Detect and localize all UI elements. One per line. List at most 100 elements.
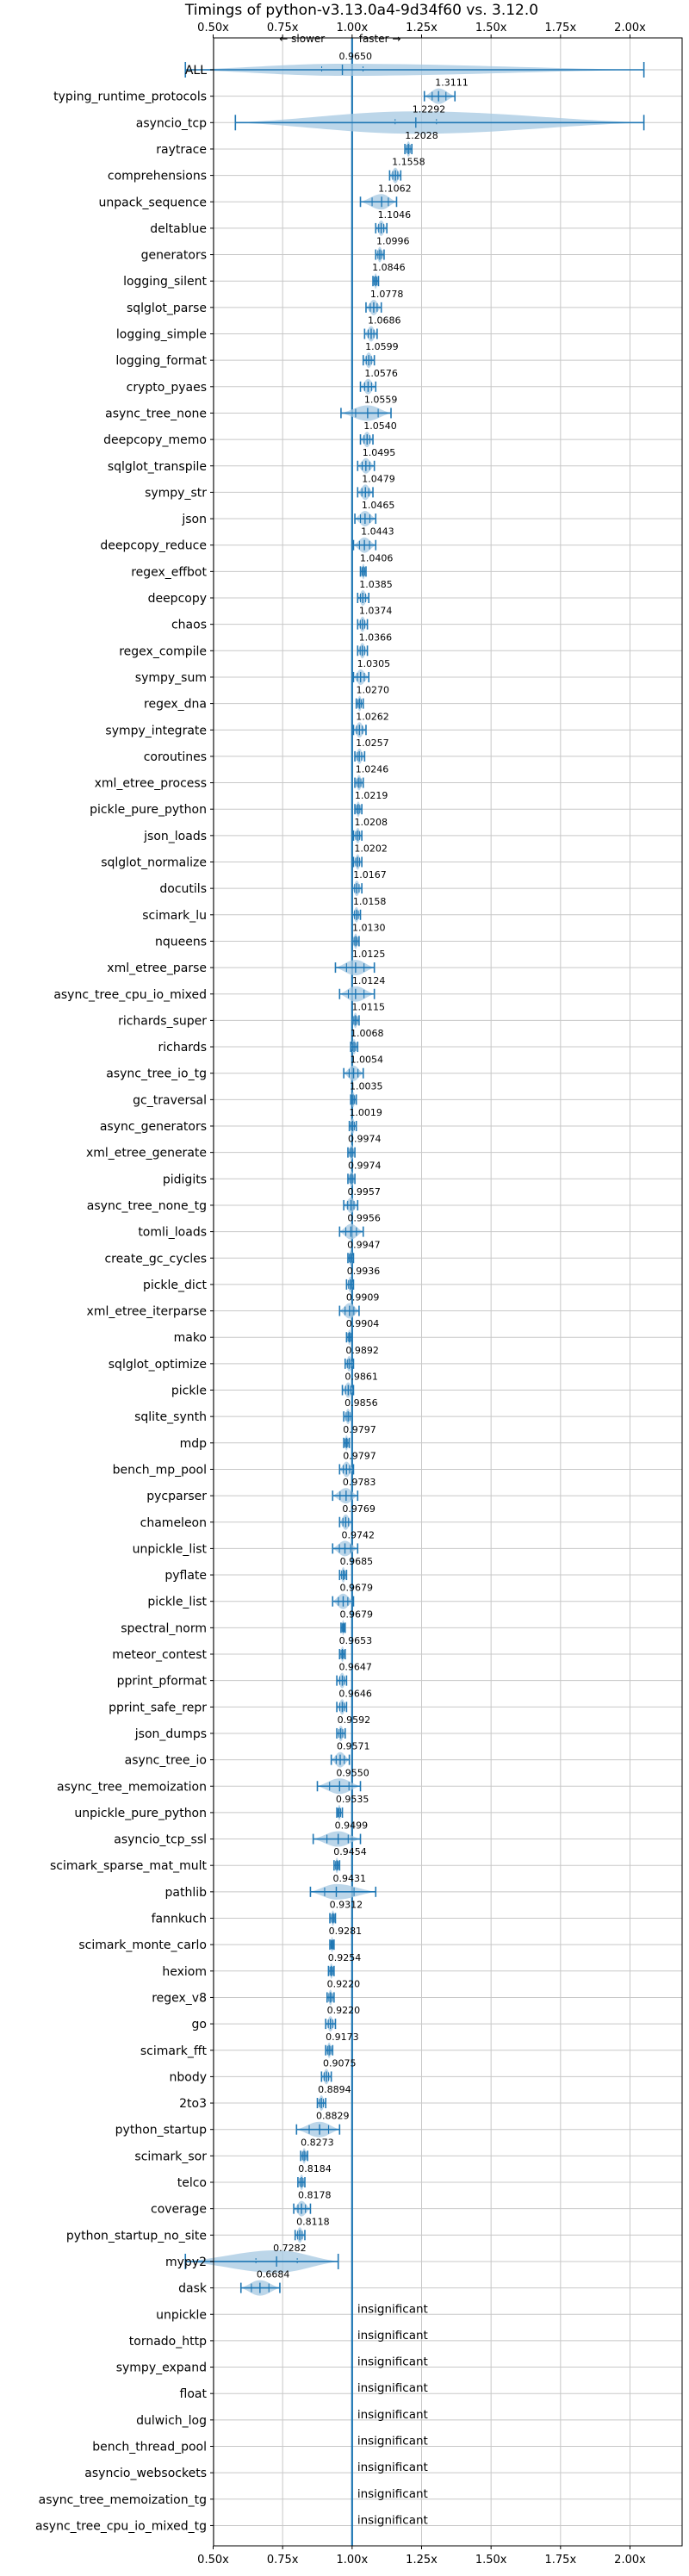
value-label: 0.9974 <box>348 1160 382 1171</box>
value-label: 0.8178 <box>298 2190 332 2201</box>
benchmark-label: async_tree_memoization <box>57 1780 207 1794</box>
benchmark-label: pidigits <box>163 1173 207 1186</box>
benchmark-label: python_startup <box>115 2124 207 2137</box>
value-label: 1.0374 <box>359 606 393 617</box>
benchmark-label: scimark_monte_carlo <box>78 1938 207 1952</box>
benchmark-label: dulwich_log <box>136 2414 207 2428</box>
benchmark-label: bench_thread_pool <box>92 2441 207 2455</box>
value-label: 1.0068 <box>351 1028 384 1039</box>
value-label: 1.0366 <box>359 632 393 643</box>
value-label: 0.9956 <box>347 1213 381 1224</box>
value-label: 0.9220 <box>327 1978 361 1989</box>
value-label: 0.9075 <box>323 2057 357 2069</box>
benchmark-label: chameleon <box>140 1516 207 1530</box>
value-label: 0.9769 <box>342 1503 376 1515</box>
benchmark-label: xml_etree_generate <box>86 1147 207 1160</box>
x-tick-label-bottom: 1.75x <box>545 2554 577 2567</box>
benchmark-label: sqlglot_transpile <box>108 460 207 474</box>
benchmark-label: sqlglot_parse <box>127 302 207 315</box>
value-label: 0.9861 <box>344 1372 378 1383</box>
benchmark-label: sympy_integrate <box>105 724 207 737</box>
benchmark-label: crypto_pyaes <box>127 381 207 395</box>
benchmark-label: telco <box>177 2176 207 2190</box>
value-label: 0.8184 <box>298 2163 332 2175</box>
grid-layer <box>213 38 682 2546</box>
benchmark-label: docutils <box>159 882 207 896</box>
benchmark-label: scimark_lu <box>142 909 207 923</box>
benchmark-label: pyflate <box>164 1569 207 1583</box>
value-label: 1.1558 <box>392 157 425 168</box>
value-label: 1.0115 <box>352 1001 386 1012</box>
benchmark-label: nbody <box>170 2070 208 2084</box>
benchmark-label: typing_runtime_protocols <box>53 90 207 104</box>
benchmark-label: async_tree_io_tg <box>106 1067 207 1081</box>
value-label: 1.0465 <box>362 500 395 511</box>
x-tick-label-top: 1.25x <box>406 22 438 34</box>
benchmark-label: unpack_sequence <box>99 196 207 209</box>
benchmark-label: unpickle <box>156 2308 207 2322</box>
benchmark-label: richards <box>158 1041 208 1055</box>
x-tick-label-top: 1.00x <box>337 22 369 34</box>
benchmark-label: json <box>181 513 207 526</box>
value-label: 1.0262 <box>356 711 389 722</box>
axis-layer: 0.50x 0.50x 0.75x 0.75x 1.00x 1.00x 1.25x 1.25x… <box>197 22 683 2567</box>
value-label: 0.9685 <box>340 1556 374 1567</box>
value-label: 1.2292 <box>413 103 446 115</box>
value-label: 1.0540 <box>363 420 397 432</box>
benchmark-label: regex_compile <box>119 644 207 658</box>
benchmark-label: pycparser <box>146 1490 207 1503</box>
value-label: 0.9592 <box>338 1714 371 1726</box>
value-label: 1.0246 <box>356 764 389 775</box>
insignificant-label: insignificant <box>357 2355 428 2369</box>
value-label: 0.9173 <box>326 2032 359 2043</box>
value-label: 0.8118 <box>296 2216 330 2227</box>
benchmark-label: sympy_sum <box>135 671 207 685</box>
benchmark-label: scimark_sparse_mat_mult <box>50 1859 207 1873</box>
benchmark-label: xml_etree_process <box>95 777 207 791</box>
benchmark-label: pickle_pure_python <box>90 803 207 817</box>
benchmark-label: pickle <box>171 1384 207 1398</box>
value-label: 0.9646 <box>338 1688 372 1699</box>
value-label: 0.8273 <box>301 2137 334 2148</box>
insignificant-label: insignificant <box>357 2329 428 2343</box>
x-tick-label-top: 2.00x <box>614 22 646 34</box>
benchmark-label: async_tree_cpu_io_mixed <box>53 988 207 1002</box>
benchmark-label: 2to3 <box>179 2097 207 2111</box>
value-label: 1.0479 <box>362 473 395 484</box>
value-label: 1.0443 <box>361 526 394 538</box>
benchmark-label: asyncio_websockets <box>84 2467 207 2480</box>
x-tick-label-top: 0.75x <box>267 22 299 34</box>
value-label: 0.9856 <box>344 1397 378 1409</box>
benchmark-label: logging_simple <box>116 328 207 342</box>
value-label: 1.0305 <box>357 658 391 669</box>
benchmark-label: async_tree_none <box>105 407 207 420</box>
benchmark-label: pickle_dict <box>143 1279 208 1292</box>
benchmark-label: deepcopy_reduce <box>100 539 207 553</box>
value-label: 0.9679 <box>339 1583 373 1594</box>
benchmark-label: deepcopy_memo <box>103 433 207 447</box>
benchmark-label: pathlib <box>165 1886 208 1900</box>
value-label: 0.9797 <box>343 1424 376 1435</box>
benchmark-label: raytrace <box>156 143 207 157</box>
value-label: 1.0054 <box>351 1055 384 1066</box>
benchmark-label: async_generators <box>100 1120 207 1134</box>
value-label: 0.9499 <box>335 1820 369 1832</box>
value-label: 1.0208 <box>355 817 388 828</box>
x-tick-label-bottom: 1.00x <box>337 2554 369 2567</box>
value-label: 0.9647 <box>338 1662 372 1673</box>
benchmark-label: coroutines <box>144 750 207 764</box>
benchmark-label: regex_v8 <box>152 1991 207 2005</box>
value-label: 0.9892 <box>345 1345 379 1356</box>
benchmark-label: async_tree_none_tg <box>87 1199 207 1213</box>
benchmark-label: hexiom <box>162 1965 207 1979</box>
benchmark-label: pickle_list <box>147 1596 207 1609</box>
benchmark-label: generators <box>141 249 207 263</box>
benchmark-label: fannkuch <box>152 1913 207 1926</box>
value-label: 0.9783 <box>343 1477 376 1488</box>
benchmark-label: mypy2 <box>165 2256 207 2269</box>
value-label: 1.0125 <box>352 949 386 960</box>
benchmark-label: unpickle_pure_python <box>74 1807 207 1820</box>
benchmark-label: bench_mp_pool <box>113 1463 207 1477</box>
value-label: 1.0576 <box>364 368 398 379</box>
x-tick-label-bottom: 1.25x <box>406 2554 438 2567</box>
